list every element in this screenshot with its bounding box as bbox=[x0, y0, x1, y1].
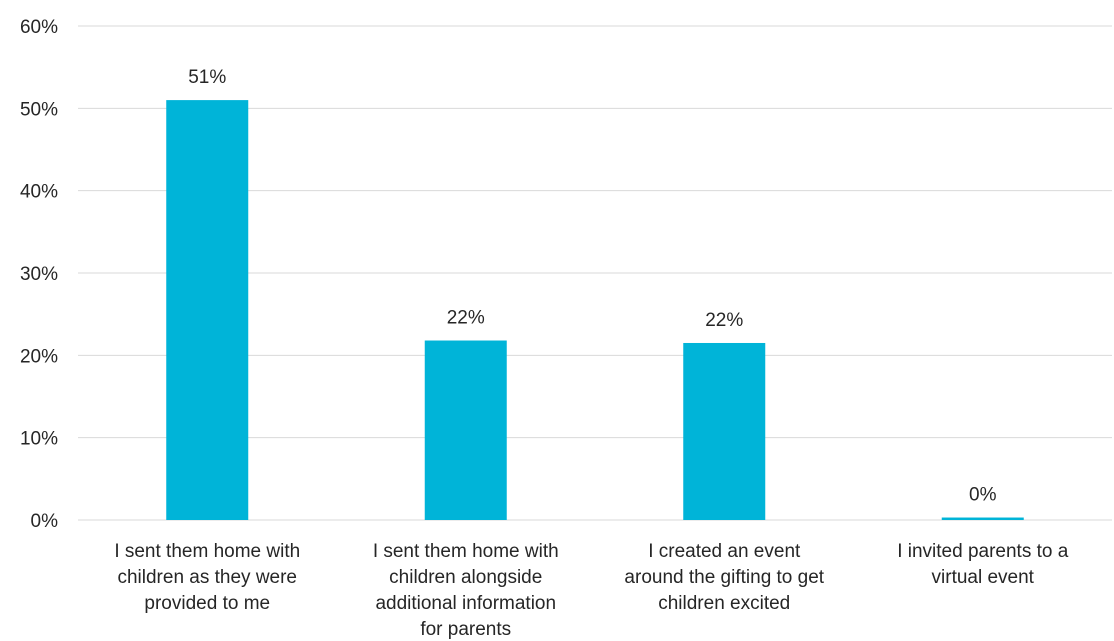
data-label: 22% bbox=[447, 308, 485, 329]
x-category-label-line: I sent them home with bbox=[373, 541, 559, 562]
x-category-label: I created an event around the gifting to … bbox=[624, 541, 824, 614]
bar bbox=[424, 340, 507, 520]
gridlines bbox=[78, 25, 1112, 521]
bars bbox=[166, 100, 1024, 520]
x-category-label-line: for parents bbox=[420, 619, 511, 640]
y-tick-label: 0% bbox=[31, 511, 59, 532]
data-label: 22% bbox=[705, 310, 743, 331]
x-category-label-line: children excited bbox=[658, 593, 790, 614]
data-label: 51% bbox=[188, 67, 226, 88]
y-axis-tick-labels: 0% 10% 20% 30% 40% 50% 60% bbox=[20, 17, 58, 532]
bar bbox=[683, 342, 766, 520]
x-category-label-line: I invited parents to a bbox=[897, 541, 1069, 562]
x-category-label: I sent them home with children alongside a… bbox=[373, 541, 559, 640]
x-category-label-line: provided to me bbox=[144, 593, 270, 614]
x-category-label-line: I created an event bbox=[648, 541, 801, 562]
y-tick-label: 20% bbox=[20, 346, 58, 367]
y-tick-label: 30% bbox=[20, 264, 58, 285]
y-tick-label: 10% bbox=[20, 429, 58, 450]
x-category-label-line: around the gifting to get bbox=[624, 567, 824, 588]
data-labels: 51% 22% 22% 0% bbox=[188, 67, 996, 505]
y-tick-label: 60% bbox=[20, 17, 58, 38]
bar bbox=[166, 100, 249, 520]
y-tick-label: 40% bbox=[20, 182, 58, 203]
x-category-label: I invited parents to a virtual event bbox=[897, 541, 1069, 588]
x-category-label: I sent them home with children as they we… bbox=[114, 541, 300, 614]
data-label: 0% bbox=[969, 485, 997, 506]
x-category-label-line: children as they were bbox=[117, 567, 297, 588]
x-category-label-line: additional information bbox=[375, 593, 556, 614]
bar bbox=[941, 517, 1024, 520]
y-tick-label: 50% bbox=[20, 99, 58, 120]
x-category-label-line: virtual event bbox=[932, 567, 1035, 588]
category-labels: I sent them home with children as they we… bbox=[114, 541, 1068, 640]
x-category-label-line: children alongside bbox=[389, 567, 542, 588]
x-category-label-line: I sent them home with bbox=[114, 541, 300, 562]
